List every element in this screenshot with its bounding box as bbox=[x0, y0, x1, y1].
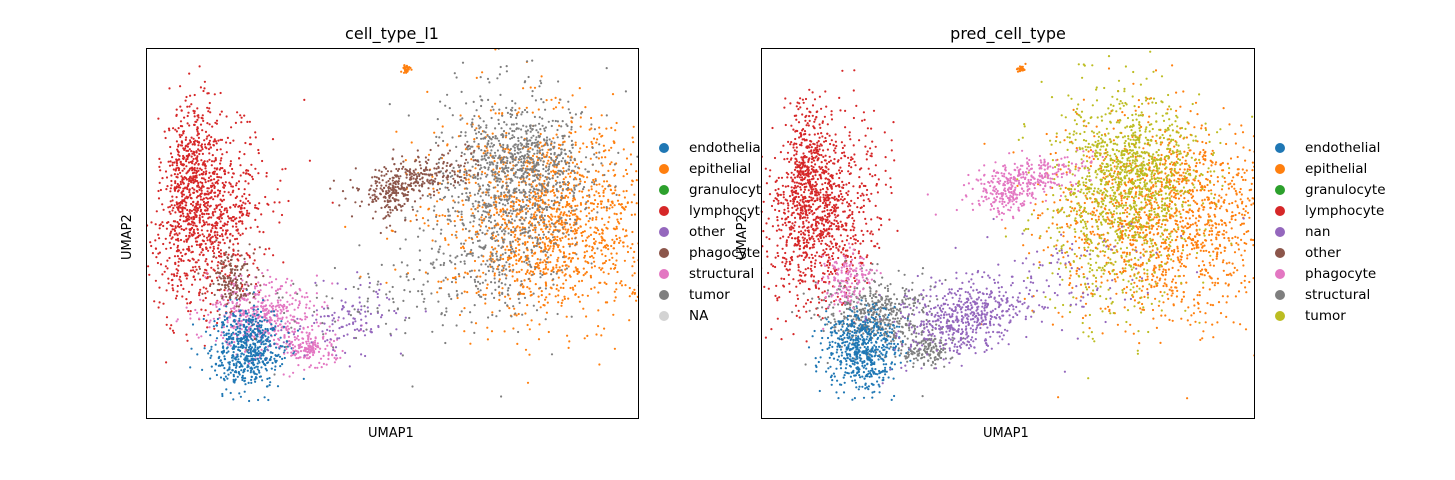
legend-marker bbox=[1275, 227, 1285, 237]
y-axis-label-2: UMAP2 bbox=[735, 214, 750, 260]
legend-label: structural bbox=[689, 266, 755, 282]
chart-title-2: pred_cell_type bbox=[950, 24, 1066, 43]
scatter-plot-area-1 bbox=[146, 48, 639, 419]
legend-marker bbox=[1275, 311, 1285, 321]
legend-label: granulocyte bbox=[1305, 182, 1386, 198]
legend-label: tumor bbox=[689, 287, 730, 303]
legend-label: other bbox=[1305, 245, 1341, 261]
legend-label: endothelial bbox=[689, 140, 765, 156]
legend-marker bbox=[659, 248, 669, 258]
legend-label: lymphocyte bbox=[689, 203, 769, 219]
legend-marker bbox=[1275, 143, 1285, 153]
legend-label: NA bbox=[689, 308, 709, 324]
legend-marker bbox=[659, 227, 669, 237]
legend-label: nan bbox=[1305, 224, 1331, 240]
legend-marker bbox=[659, 290, 669, 300]
legend-marker bbox=[1275, 185, 1285, 195]
legend-marker bbox=[659, 164, 669, 174]
x-axis-label-1: UMAP1 bbox=[368, 426, 414, 441]
legend-label: tumor bbox=[1305, 308, 1346, 324]
legend-label: phagocyte bbox=[1305, 266, 1377, 282]
legend-marker bbox=[659, 185, 669, 195]
legend-marker bbox=[659, 206, 669, 216]
scatter-points-1 bbox=[147, 49, 638, 403]
legend-label: epithelial bbox=[689, 161, 752, 177]
legend-label: phagocyte bbox=[689, 245, 761, 261]
x-axis-label-2: UMAP1 bbox=[983, 426, 1029, 441]
legend-label: epithelial bbox=[1305, 161, 1368, 177]
legend-marker bbox=[1275, 269, 1285, 279]
legend-marker bbox=[659, 269, 669, 279]
legend-label: endothelial bbox=[1305, 140, 1381, 156]
legend-marker bbox=[1275, 164, 1285, 174]
scatter-plot-area-2 bbox=[761, 48, 1255, 419]
chart-title-1: cell_type_l1 bbox=[345, 24, 439, 43]
legend-label: granulocyte bbox=[689, 182, 770, 198]
scatter-points-2 bbox=[762, 50, 1254, 401]
legend-label: other bbox=[689, 224, 725, 240]
y-axis-label-1: UMAP2 bbox=[120, 214, 135, 260]
legend-marker bbox=[659, 143, 669, 153]
legend-label: structural bbox=[1305, 287, 1371, 303]
legend-marker bbox=[1275, 248, 1285, 258]
legend-marker bbox=[659, 311, 669, 321]
legend-label: lymphocyte bbox=[1305, 203, 1385, 219]
legend-marker bbox=[1275, 206, 1285, 216]
legend-marker bbox=[1275, 290, 1285, 300]
